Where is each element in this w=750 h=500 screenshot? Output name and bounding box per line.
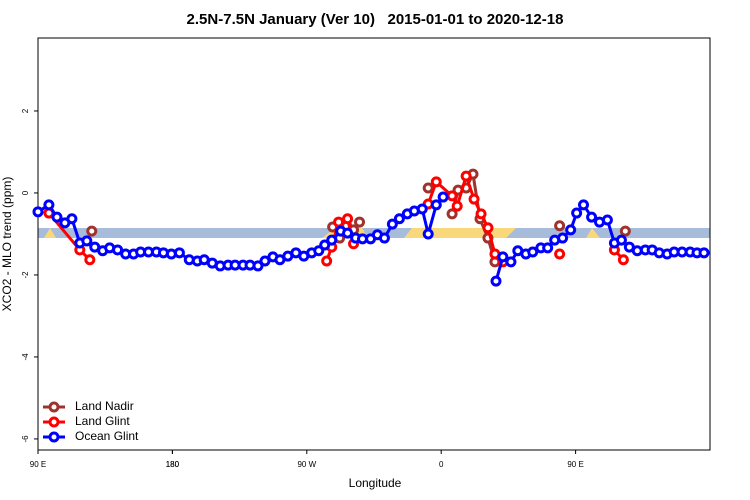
data-point [173, 247, 185, 259]
data-point [571, 207, 583, 219]
data-point [554, 220, 566, 232]
data-point [565, 224, 577, 236]
legend-marker [48, 416, 60, 428]
x-tick-label: 90 E [567, 460, 583, 469]
x-tick-label: 90 W [297, 460, 316, 469]
chart-title: 2.5N-7.5N January (Ver 10) 2015-01-01 to… [187, 11, 564, 28]
data-point [81, 235, 93, 247]
data-point [460, 170, 472, 182]
data-point [84, 254, 96, 266]
data-point [451, 200, 463, 212]
data-point [698, 247, 710, 259]
data-point [586, 211, 598, 223]
data-point [86, 225, 98, 237]
data-point [112, 244, 124, 256]
data-point [326, 234, 338, 246]
data-point [66, 213, 78, 225]
x-axis-label: Longitude [349, 476, 402, 490]
x-tick-label: 90 E [30, 460, 46, 469]
data-point [259, 255, 271, 267]
plot-frame [37, 37, 711, 451]
data-point [430, 199, 442, 211]
data-point [416, 203, 428, 215]
legend-label: Ocean Glint [75, 429, 139, 443]
data-point [446, 208, 458, 220]
data-point [527, 246, 539, 258]
data-point [252, 260, 264, 272]
data-point [430, 176, 442, 188]
legend-marker [48, 401, 60, 413]
data-point [617, 254, 629, 266]
x-tick-label: 180 [166, 460, 180, 469]
data-point [615, 234, 627, 246]
x-tick-label: 180 [166, 460, 180, 469]
data-point [619, 225, 631, 237]
data-point [378, 232, 390, 244]
data-point [446, 190, 458, 202]
data-point [386, 218, 398, 230]
data-point [422, 228, 434, 240]
data-point [557, 232, 569, 244]
data-point [321, 255, 333, 267]
y-tick-label: 2 [21, 108, 30, 113]
data-point [342, 213, 354, 225]
legend-marker [48, 431, 60, 443]
data-point [490, 275, 502, 287]
data-point [43, 199, 55, 211]
data-point [468, 193, 480, 205]
y-axis-label: XCO2 - MLO trend (ppm) [0, 177, 14, 312]
y-tick-label: -2 [21, 271, 30, 279]
data-point [393, 213, 405, 225]
data-point [578, 199, 590, 211]
data-point [319, 239, 331, 251]
data-point [51, 211, 63, 223]
data-point [554, 248, 566, 260]
y-tick-label: -4 [21, 353, 30, 361]
data-point [333, 216, 345, 228]
data-point [437, 191, 449, 203]
data-point [542, 242, 554, 254]
data-point [601, 214, 613, 226]
x-tick-label: 0 [439, 460, 444, 469]
y-tick-label: 0 [21, 190, 30, 195]
legend-label: Land Glint [75, 414, 130, 428]
data-point [354, 216, 366, 228]
data-point [505, 256, 517, 268]
y-tick-label: -6 [21, 435, 30, 443]
data-point [32, 206, 44, 218]
data-point [342, 227, 354, 239]
data-point [422, 182, 434, 194]
data-point [475, 208, 487, 220]
data-point [482, 222, 494, 234]
data-point [497, 251, 509, 263]
legend-label: Land Nadir [75, 399, 134, 413]
